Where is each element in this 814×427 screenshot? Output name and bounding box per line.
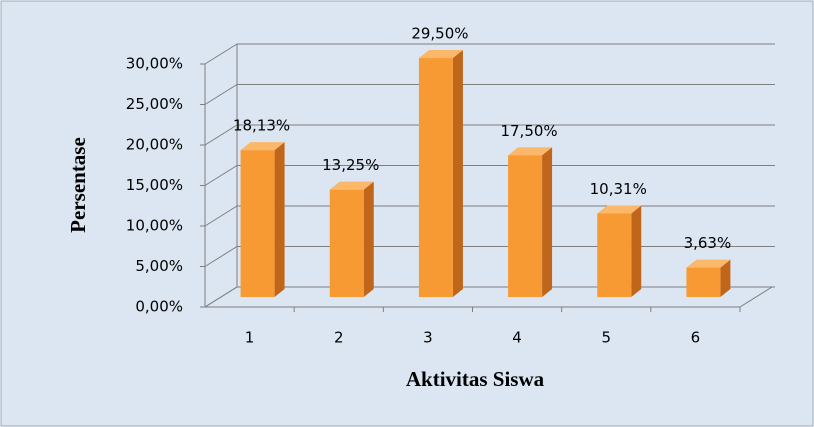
y-tick-label: 5,00% bbox=[135, 257, 183, 275]
value-label: 18,13% bbox=[233, 117, 290, 135]
grid-line bbox=[204, 246, 775, 267]
bar bbox=[597, 213, 632, 297]
x-tick-label: 3 bbox=[423, 329, 433, 347]
x-tick-label: 6 bbox=[691, 329, 701, 347]
x-tick-label: 4 bbox=[512, 329, 522, 347]
grid-line bbox=[204, 43, 775, 65]
value-label: 3,63% bbox=[684, 234, 732, 252]
grid-line bbox=[204, 205, 775, 227]
y-tick-label: 20,00% bbox=[126, 136, 183, 154]
bar-side bbox=[363, 181, 374, 297]
bar-top bbox=[508, 147, 553, 156]
y-tick-label: 10,00% bbox=[126, 217, 183, 235]
grid-line bbox=[204, 286, 775, 308]
grid-line bbox=[204, 84, 775, 105]
value-label: 17,50% bbox=[500, 122, 557, 140]
value-label: 10,31% bbox=[590, 180, 647, 198]
grid-line bbox=[204, 124, 775, 146]
y-tick-label: 15,00% bbox=[126, 176, 183, 194]
bar-side bbox=[631, 205, 642, 297]
bar bbox=[418, 58, 453, 297]
bar-top bbox=[240, 142, 285, 151]
bar bbox=[329, 189, 364, 297]
y-tick-label: 25,00% bbox=[126, 95, 183, 113]
bar-side bbox=[720, 259, 731, 297]
x-tick-label: 2 bbox=[334, 329, 344, 347]
bar-side bbox=[452, 50, 463, 297]
x-tick-label: 1 bbox=[245, 329, 255, 347]
bar-side bbox=[274, 142, 285, 297]
y-axis-title: Persentase bbox=[66, 137, 90, 233]
y-tick-label: 30,00% bbox=[126, 55, 183, 73]
y-tick-label: 0,00% bbox=[135, 298, 183, 316]
value-label: 13,25% bbox=[322, 156, 379, 174]
value-label: 29,50% bbox=[411, 25, 468, 43]
bar bbox=[240, 150, 275, 297]
bar-top bbox=[597, 205, 642, 214]
x-axis-title: Aktivitas Siswa bbox=[406, 367, 545, 391]
bar bbox=[686, 267, 721, 297]
bar-top bbox=[686, 259, 731, 268]
bar-top bbox=[418, 50, 463, 59]
bar-side bbox=[542, 147, 553, 297]
bar bbox=[508, 155, 543, 297]
x-tick-label: 5 bbox=[601, 329, 611, 347]
grid-line bbox=[204, 165, 775, 186]
bar-top bbox=[329, 181, 374, 190]
